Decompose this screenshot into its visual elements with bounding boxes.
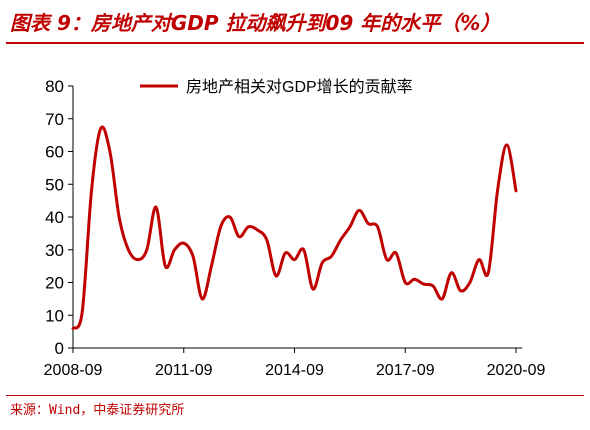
y-tick-label: 30 <box>45 241 64 260</box>
data-point <box>312 288 315 291</box>
data-point <box>247 225 250 228</box>
data-point <box>256 229 259 232</box>
data-point <box>376 225 379 228</box>
data-point <box>487 271 490 274</box>
x-tick-label: 2020-09 <box>487 362 546 379</box>
data-point <box>284 252 287 255</box>
data-point <box>358 209 361 212</box>
data-point <box>515 189 518 192</box>
data-point <box>219 225 222 228</box>
x-tick-label: 2008-09 <box>44 362 103 379</box>
chart-series <box>71 125 518 330</box>
y-tick-label: 60 <box>45 143 64 162</box>
data-point <box>422 283 425 286</box>
data-point <box>431 284 434 287</box>
series-line <box>71 125 518 330</box>
data-point <box>127 248 130 251</box>
data-point <box>468 281 471 284</box>
x-tick-label: 2011-09 <box>155 362 213 379</box>
data-point <box>228 216 231 219</box>
data-point <box>201 297 204 300</box>
data-point <box>404 281 407 284</box>
data-point <box>238 235 241 238</box>
y-tick-label: 70 <box>45 110 64 129</box>
y-tick-label: 50 <box>45 175 64 194</box>
data-point <box>136 258 139 261</box>
data-point <box>118 216 121 219</box>
data-point <box>81 311 84 314</box>
data-point <box>293 258 296 261</box>
data-point <box>478 258 481 261</box>
chart-ticks: 0 10 20 30 40 50 60 70 80 2008-09 2011-09 2014-09 20… <box>44 77 546 379</box>
data-point <box>441 297 444 300</box>
data-point <box>330 255 333 258</box>
line-chart: 0 10 20 30 40 50 60 70 80 2008-09 2011-09 2014-09 20… <box>44 77 546 379</box>
data-point <box>385 258 388 261</box>
data-point <box>459 289 462 292</box>
data-point <box>275 274 278 277</box>
data-point <box>108 150 111 153</box>
chart-legend: 房地产相关对GDP增长的贡献率 <box>140 78 413 96</box>
source-divider <box>6 395 584 396</box>
data-point <box>505 143 508 146</box>
chart-axes <box>72 86 522 349</box>
data-point <box>339 238 342 241</box>
data-point <box>348 225 351 228</box>
legend-label: 房地产相关对GDP增长的贡献率 <box>186 78 413 96</box>
data-point <box>496 189 499 192</box>
data-point <box>395 252 398 255</box>
y-tick-label: 40 <box>45 208 64 227</box>
data-point <box>90 189 93 192</box>
title-divider <box>6 42 584 44</box>
y-tick-label: 20 <box>45 274 64 293</box>
data-point <box>265 238 268 241</box>
data-point <box>450 271 453 274</box>
data-point <box>182 242 185 245</box>
y-tick-label: 0 <box>55 339 64 358</box>
x-tick-label: 2017-09 <box>376 362 435 379</box>
data-point <box>173 248 176 251</box>
data-point <box>302 248 305 251</box>
x-tick-label: 2014-09 <box>265 362 324 379</box>
data-point <box>192 255 195 258</box>
data-point <box>413 278 416 281</box>
chart-figure-title: 图表 9：房地产对GDP 拉动飙升到09 年的水平（%） <box>10 11 501 35</box>
source-note: 来源：Wind，中泰证券研究所 <box>10 403 185 418</box>
data-point <box>155 206 158 209</box>
data-point <box>72 327 75 330</box>
data-point <box>145 248 148 251</box>
data-point <box>210 265 213 268</box>
data-point <box>321 261 324 264</box>
y-tick-label: 10 <box>45 306 64 325</box>
data-point <box>99 127 102 130</box>
data-point <box>367 222 370 225</box>
data-point <box>164 265 167 268</box>
y-tick-label: 80 <box>45 77 64 96</box>
